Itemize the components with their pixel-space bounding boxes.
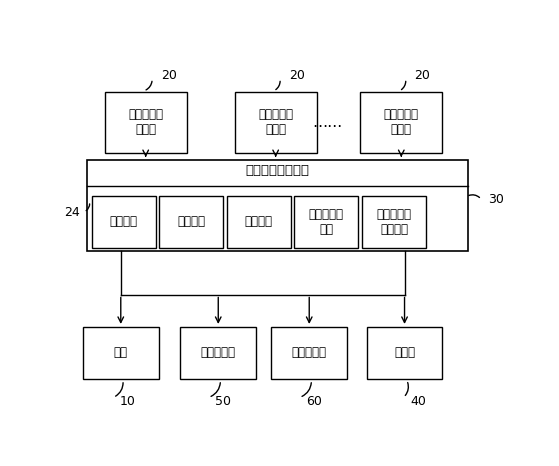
Text: 语音提示器: 语音提示器 — [292, 346, 326, 359]
Text: 生成运动速
度表: 生成运动速 度表 — [309, 208, 344, 236]
Text: 生成物体运
动位置表: 生成物体运 动位置表 — [376, 208, 411, 236]
Text: 光电距离检
测装置: 光电距离检 测装置 — [384, 108, 419, 136]
Bar — [87, 160, 468, 252]
Bar — [360, 92, 443, 153]
Text: 光电距离检
测装置: 光电距离检 测装置 — [258, 108, 293, 136]
Text: 20: 20 — [288, 69, 305, 82]
Text: 60: 60 — [306, 395, 322, 408]
Text: 30: 30 — [488, 193, 504, 206]
Text: 20: 20 — [161, 69, 177, 82]
Text: 状态指示灯: 状态指示灯 — [201, 346, 236, 359]
Text: 光电距离检
测装置: 光电距离检 测装置 — [128, 108, 163, 136]
Bar — [271, 327, 347, 379]
Bar — [235, 92, 317, 153]
Text: 上位机: 上位机 — [394, 346, 415, 359]
Bar — [294, 196, 358, 248]
Bar — [181, 327, 256, 379]
Bar — [227, 196, 291, 248]
Bar — [83, 327, 159, 379]
Text: 10: 10 — [120, 395, 136, 408]
Text: 24: 24 — [64, 206, 79, 219]
Text: 位置编码: 位置编码 — [177, 215, 205, 228]
Bar — [367, 327, 443, 379]
Text: 通讯应答: 通讯应答 — [245, 215, 273, 228]
Text: 光电距离检测装置: 光电距离检测装置 — [246, 164, 310, 178]
Text: 50: 50 — [215, 395, 231, 408]
Text: 20: 20 — [414, 69, 430, 82]
Text: 控制接口: 控制接口 — [110, 215, 138, 228]
Bar — [159, 196, 223, 248]
Text: 闸机: 闸机 — [114, 346, 128, 359]
Text: ……: …… — [312, 115, 343, 130]
Bar — [362, 196, 426, 248]
Bar — [92, 196, 155, 248]
Text: 40: 40 — [410, 395, 426, 408]
Bar — [105, 92, 187, 153]
